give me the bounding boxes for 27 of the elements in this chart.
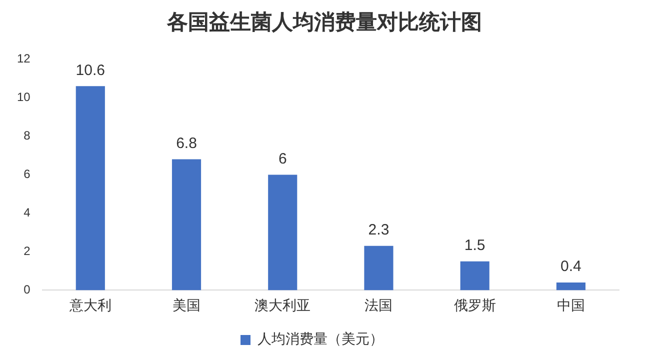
data-label: 6 xyxy=(278,150,287,168)
data-label: 2.3 xyxy=(368,222,390,239)
legend-label: 人均消费量（美元） xyxy=(258,332,384,348)
x-tick-label: 美国 xyxy=(172,298,201,314)
bar xyxy=(76,86,105,290)
data-label: 10.6 xyxy=(76,62,106,79)
y-tick-label: 0 xyxy=(24,282,31,297)
x-tick-label: 中国 xyxy=(556,298,585,314)
y-tick-label: 6 xyxy=(24,167,31,182)
chart-title: 各国益生菌人均消费量对比统计图 xyxy=(166,8,483,36)
y-tick-label: 10 xyxy=(16,90,31,104)
bar xyxy=(364,246,394,290)
x-tick-label: 意大利 xyxy=(68,298,112,314)
data-label: 0.4 xyxy=(560,258,582,276)
bar xyxy=(556,282,586,290)
x-tick-label: 澳大利亚 xyxy=(254,298,311,314)
bar xyxy=(172,159,202,290)
data-label: 6.8 xyxy=(176,134,197,152)
bar xyxy=(268,174,298,290)
bar xyxy=(460,261,490,290)
y-tick-label: 12 xyxy=(16,52,31,66)
x-tick-label: 法国 xyxy=(364,298,393,314)
y-tick-label: 8 xyxy=(24,128,31,143)
y-tick-label: 2 xyxy=(24,244,31,258)
data-label: 1.5 xyxy=(464,236,486,254)
x-tick-label: 俄罗斯 xyxy=(454,298,496,314)
y-tick-label: 4 xyxy=(24,206,31,220)
